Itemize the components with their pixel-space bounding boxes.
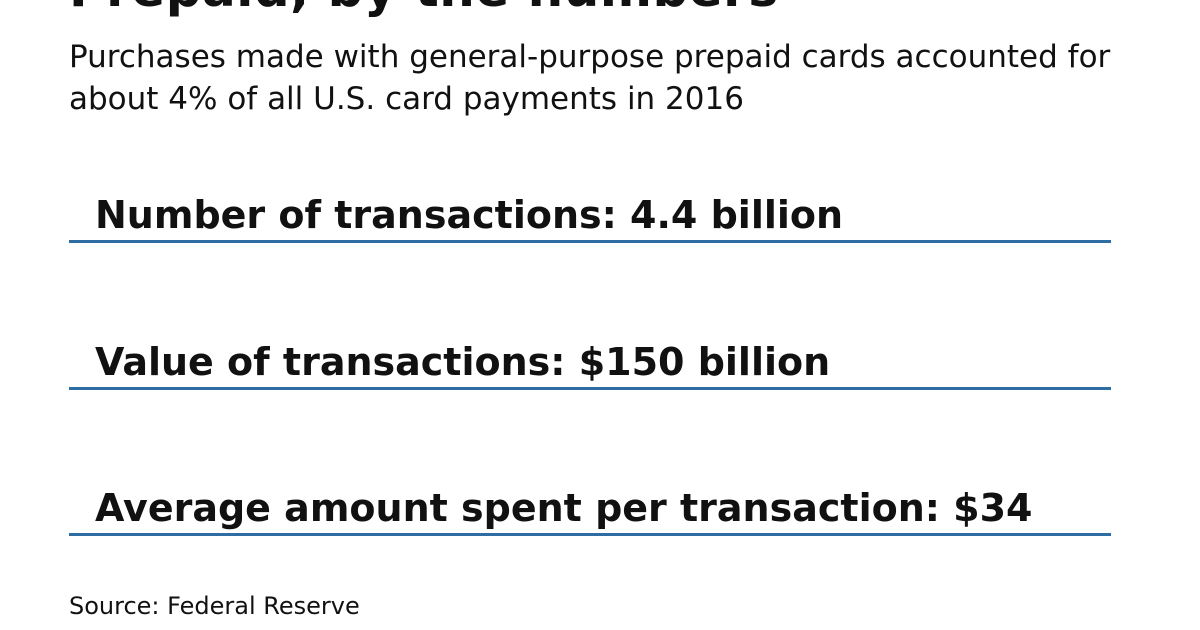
stat-label: Value of transactions: $150 billion xyxy=(95,340,831,384)
stat-transactions-value: Value of transactions: $150 billion xyxy=(69,337,1111,390)
stat-transactions-count: Number of transactions: 4.4 billion xyxy=(69,190,1111,243)
stat-label: Average amount spent per transaction: $3… xyxy=(95,486,1033,530)
source-note: Source: Federal Reserve xyxy=(69,592,360,620)
stat-label: Number of transactions: 4.4 billion xyxy=(95,193,844,237)
subtitle: Purchases made with general-purpose prep… xyxy=(69,39,1111,117)
page-title: Prepaid, by the numbers xyxy=(69,0,779,18)
stat-average-amount: Average amount spent per transaction: $3… xyxy=(69,483,1111,536)
